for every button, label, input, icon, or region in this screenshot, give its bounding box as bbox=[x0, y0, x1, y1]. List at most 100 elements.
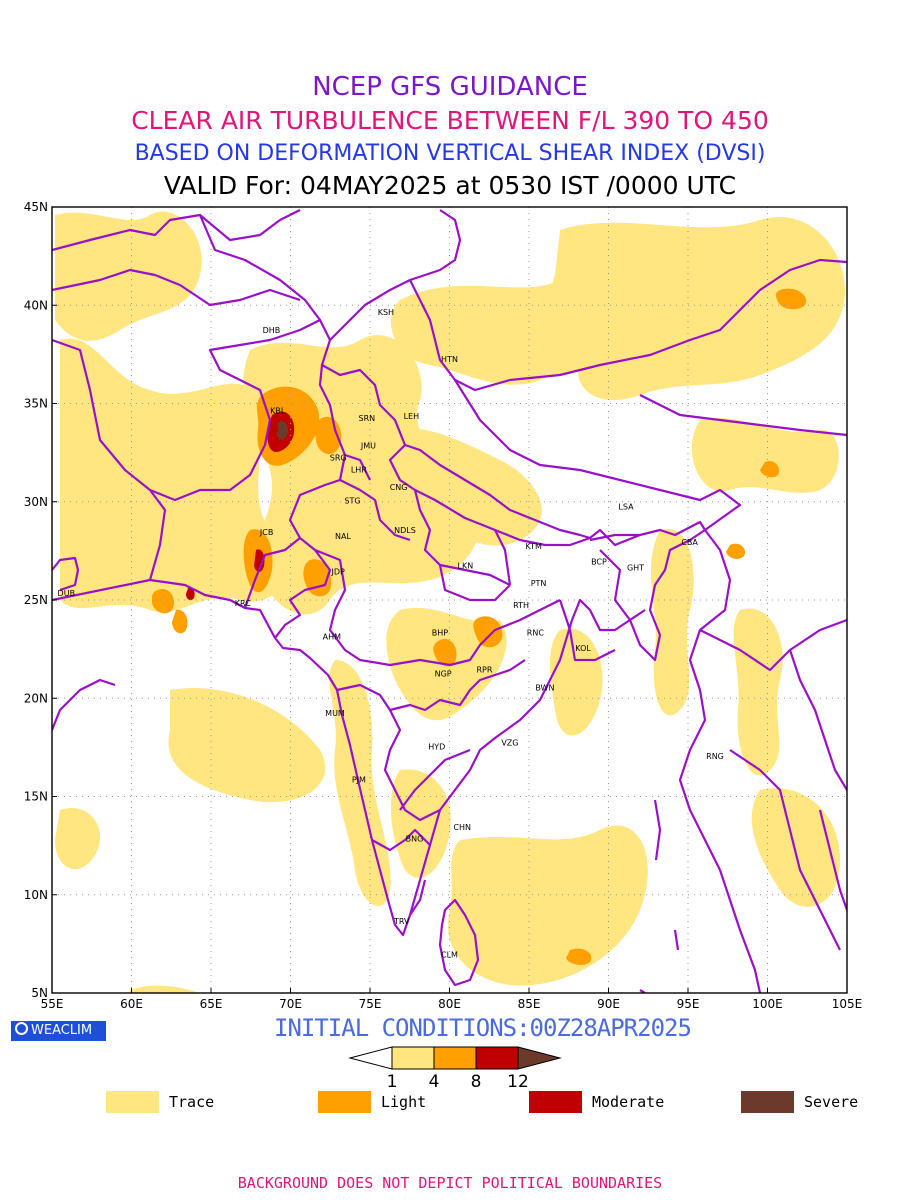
lat-tick-label: 15N bbox=[24, 790, 48, 804]
station-label-vzg: VZG bbox=[501, 738, 518, 747]
moderate-severe-areas bbox=[186, 411, 295, 601]
station-label-ndls: NDLS bbox=[394, 526, 416, 535]
gridlines bbox=[52, 207, 847, 993]
lat-tick-label: 40N bbox=[24, 298, 48, 312]
weaclim-logo: WEACLIM bbox=[11, 1021, 106, 1041]
lat-tick-label: 30N bbox=[24, 495, 48, 509]
station-label-krc: KRC bbox=[235, 599, 251, 608]
lat-tick-label: 10N bbox=[24, 888, 48, 902]
lat-tick-label: 20N bbox=[24, 691, 48, 705]
legend-label: Severe bbox=[804, 1093, 859, 1111]
station-label-jmu: JMU bbox=[360, 442, 376, 451]
station-label-leh: LEH bbox=[404, 412, 420, 421]
colorbar-tick: 8 bbox=[471, 1072, 482, 1088]
title-model: NCEP GFS GUIDANCE bbox=[312, 72, 588, 102]
legend-swatch-trace bbox=[106, 1091, 159, 1113]
lon-tick-label: 105E bbox=[832, 997, 863, 1011]
station-label-nal: NAL bbox=[335, 532, 351, 541]
colorbar-lower-triangle bbox=[348, 1046, 393, 1070]
lon-tick-label: 90E bbox=[597, 997, 620, 1011]
title-product: CLEAR AIR TURBULENCE BETWEEN F/L 390 TO … bbox=[131, 106, 769, 135]
boundary-se-asia bbox=[788, 649, 847, 911]
title-valid-time: VALID For: 04MAY2025 at 0530 IST /0000 U… bbox=[163, 171, 737, 200]
station-label-ght: GHT bbox=[627, 564, 644, 573]
lon-tick-label: 85E bbox=[518, 997, 541, 1011]
title-method: BASED ON DEFORMATION VERTICAL SHEAR INDE… bbox=[134, 141, 766, 166]
lat-tick-label: 25N bbox=[24, 593, 48, 607]
station-label-kol: KOL bbox=[575, 644, 591, 653]
boundary-indian-states-north bbox=[339, 453, 512, 602]
lat-tick-label: 35N bbox=[24, 397, 48, 411]
legend-label: Light bbox=[381, 1093, 427, 1111]
lat-tick-label: 5N bbox=[31, 986, 48, 1000]
lon-tick-label: 70E bbox=[279, 997, 302, 1011]
boundary-east-china bbox=[509, 258, 847, 437]
logo-ring-icon bbox=[15, 1022, 28, 1035]
station-label-rng: RNG bbox=[706, 752, 724, 761]
lon-axis: 55E 60E 65E 70E 75E 80E 85E 90E 95E 100E 105E bbox=[41, 988, 863, 1011]
colorbar-segment-light bbox=[433, 1046, 477, 1070]
lat-tick-label: 45N bbox=[24, 200, 48, 214]
station-label-jdp: JDP bbox=[331, 567, 346, 576]
boundary-myanmar bbox=[678, 529, 847, 993]
station-label-lsa: LSA bbox=[618, 503, 634, 512]
station-label-rnc: RNC bbox=[527, 628, 545, 637]
station-label-trv: TRV bbox=[393, 917, 410, 926]
station-label-cba: CBA bbox=[681, 538, 698, 547]
station-label-ktm: KTM bbox=[526, 542, 543, 551]
boundary-nepal bbox=[404, 443, 591, 540]
station-label-mum: MUM bbox=[325, 709, 345, 718]
station-label-bcp: BCP bbox=[591, 558, 607, 567]
lon-tick-label: 75E bbox=[359, 997, 382, 1011]
logo-text: WEACLIM bbox=[31, 1023, 93, 1038]
colorbar-tick: 12 bbox=[507, 1072, 529, 1088]
station-label-kbl: KBL bbox=[270, 406, 286, 415]
station-label-bng: BNG bbox=[406, 835, 424, 844]
turbulence-map: 55E 60E 65E 70E 75E 80E 85E 90E 95E 100E 105E 5N 10… bbox=[24, 200, 863, 1011]
station-label-jcb: JCB bbox=[259, 528, 273, 537]
boundary-pakistan bbox=[149, 537, 301, 639]
boundary-tibet bbox=[454, 379, 742, 531]
legend-swatch-severe bbox=[741, 1091, 794, 1113]
boundary-india-outline bbox=[273, 363, 707, 937]
colorbar-segment-moderate bbox=[475, 1046, 519, 1070]
lon-tick-label: 60E bbox=[120, 997, 143, 1011]
legend-label: Trace bbox=[169, 1093, 215, 1111]
boundary-china-west bbox=[329, 209, 511, 392]
lon-tick-label: 100E bbox=[752, 997, 783, 1011]
station-label-lkn: LKN bbox=[458, 562, 474, 571]
boundary-sri-lanka bbox=[438, 898, 480, 987]
station-label-dub: DUB bbox=[58, 589, 76, 598]
station-label-ptn: PTN bbox=[531, 579, 547, 588]
initial-conditions: INITIAL CONDITIONS:00Z28APR2025 bbox=[274, 1014, 692, 1042]
station-label-clm: CLM bbox=[441, 951, 458, 960]
legend-label: Moderate bbox=[592, 1093, 665, 1111]
station-label-chn: CHN bbox=[453, 823, 471, 832]
boundary-bhutan-bangla bbox=[558, 533, 646, 662]
station-label-htn: HTN bbox=[441, 355, 458, 364]
disclaimer-footer: BACKGROUND DOES NOT DEPICT POLITICAL BOU… bbox=[237, 1174, 663, 1192]
colorbar-tick: 1 bbox=[387, 1072, 398, 1088]
legend-swatch-light bbox=[318, 1091, 371, 1113]
boundary-arabia bbox=[52, 556, 116, 731]
station-label-cng: CNG bbox=[390, 483, 408, 492]
station-label-bwn: BWN bbox=[535, 683, 554, 692]
boundaries bbox=[52, 209, 847, 993]
boundary-indian-states-south bbox=[371, 748, 471, 916]
station-label-srg: SRG bbox=[330, 453, 347, 462]
station-label-pjm: PJM bbox=[352, 776, 366, 785]
station-label-rth: RTH bbox=[513, 601, 529, 610]
legend-swatch-moderate bbox=[529, 1091, 582, 1113]
lon-tick-label: 65E bbox=[200, 997, 223, 1011]
boundary-iran-afghan bbox=[149, 318, 332, 502]
lon-tick-label: 55E bbox=[41, 997, 64, 1011]
colorbar-segment-trace bbox=[391, 1046, 435, 1070]
station-label-lhr: LHR bbox=[351, 465, 367, 474]
station-label-ksh: KSH bbox=[378, 308, 394, 317]
boundary-central-asia bbox=[52, 209, 321, 321]
station-label-ahm: AHM bbox=[323, 632, 341, 641]
colorbar-upper-triangle bbox=[517, 1046, 562, 1070]
station-labels: KSH DHB HTN KBL SRN LEH JMU SRG LHR CNG LSA STG JCB N… bbox=[58, 308, 724, 960]
station-label-ngp: NGP bbox=[435, 670, 452, 679]
lat-axis: 5N 10N 15N 20N 25N 30N 35N 40N 45N bbox=[24, 200, 57, 1000]
